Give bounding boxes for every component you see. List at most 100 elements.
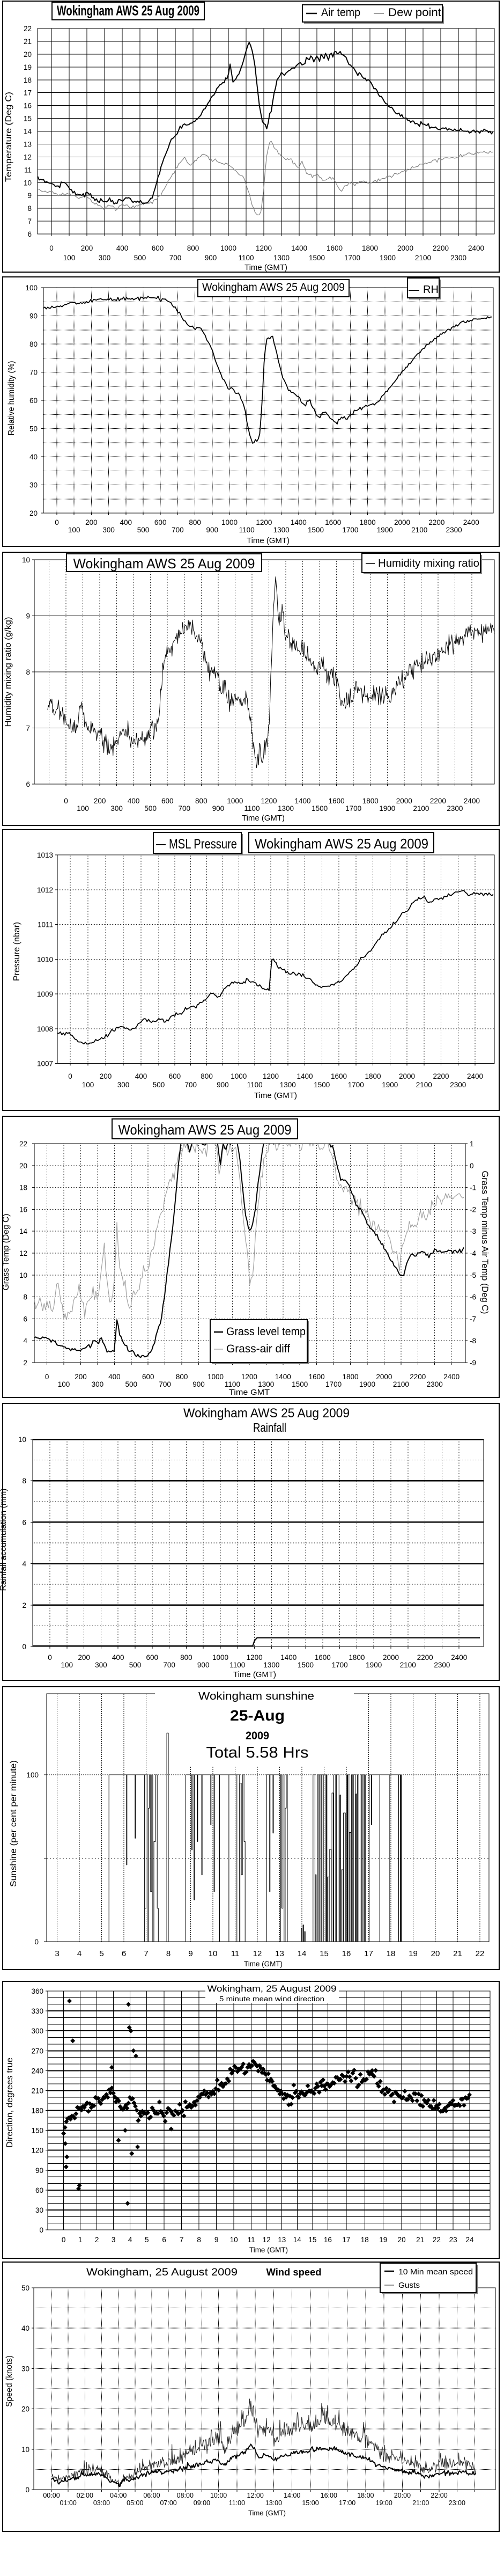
svg-text:2200: 2200 bbox=[417, 1653, 433, 1662]
svg-text:7: 7 bbox=[27, 217, 32, 225]
svg-text:1: 1 bbox=[470, 1140, 474, 1148]
svg-text:3: 3 bbox=[112, 2236, 116, 2244]
svg-text:6: 6 bbox=[26, 780, 30, 788]
svg-text:600: 600 bbox=[152, 244, 164, 252]
svg-text:18: 18 bbox=[19, 1184, 27, 1192]
svg-text:15:00: 15:00 bbox=[302, 2499, 318, 2507]
svg-text:800: 800 bbox=[201, 1072, 213, 1080]
svg-text:0: 0 bbox=[34, 1938, 39, 1946]
svg-text:1300: 1300 bbox=[280, 1081, 296, 1089]
svg-text:600: 600 bbox=[154, 518, 167, 526]
svg-text:5: 5 bbox=[99, 1949, 103, 1958]
svg-text:300: 300 bbox=[99, 254, 111, 262]
svg-text:21: 21 bbox=[416, 2236, 424, 2244]
svg-text:1700: 1700 bbox=[345, 804, 361, 813]
svg-text:8: 8 bbox=[197, 2236, 201, 2244]
svg-text:1008: 1008 bbox=[37, 1025, 53, 1033]
svg-text:1900: 1900 bbox=[382, 1081, 398, 1089]
svg-text:1600: 1600 bbox=[315, 1653, 331, 1662]
svg-text:Time (GMT): Time (GMT) bbox=[247, 536, 290, 545]
svg-text:2300: 2300 bbox=[446, 526, 462, 534]
svg-text:10: 10 bbox=[22, 556, 30, 564]
svg-text:05:00: 05:00 bbox=[127, 2499, 143, 2507]
svg-text:1900: 1900 bbox=[379, 804, 395, 813]
svg-text:-4: -4 bbox=[470, 1249, 476, 1257]
svg-text:800: 800 bbox=[180, 1653, 192, 1662]
svg-text:1400: 1400 bbox=[280, 1653, 297, 1662]
svg-text:Speed (knots): Speed (knots) bbox=[5, 2355, 14, 2407]
svg-text:17: 17 bbox=[24, 89, 32, 97]
svg-text:11: 11 bbox=[248, 2236, 255, 2244]
svg-text:18: 18 bbox=[387, 1949, 396, 1958]
svg-text:4: 4 bbox=[77, 1949, 81, 1958]
svg-text:300: 300 bbox=[92, 1380, 104, 1388]
svg-text:12: 12 bbox=[253, 1949, 262, 1958]
svg-text:0: 0 bbox=[22, 1643, 26, 1651]
svg-text:Wokingham sunshine: Wokingham sunshine bbox=[198, 1690, 314, 1702]
svg-text:Time (GMT): Time (GMT) bbox=[244, 1960, 283, 1968]
svg-text:2200: 2200 bbox=[430, 797, 446, 805]
svg-text:2: 2 bbox=[95, 2236, 99, 2244]
svg-text:09:00: 09:00 bbox=[194, 2499, 210, 2507]
svg-text:1100: 1100 bbox=[225, 1380, 240, 1388]
svg-text:16: 16 bbox=[342, 1949, 351, 1958]
svg-text:1007: 1007 bbox=[37, 1060, 53, 1068]
svg-text:700: 700 bbox=[159, 1380, 171, 1388]
svg-text:2400: 2400 bbox=[463, 518, 479, 526]
svg-text:700: 700 bbox=[172, 526, 184, 534]
svg-text:Gusts: Gusts bbox=[398, 2281, 420, 2290]
svg-text:0: 0 bbox=[49, 244, 54, 252]
svg-text:-2: -2 bbox=[470, 1205, 476, 1213]
svg-text:100: 100 bbox=[61, 1661, 73, 1669]
svg-text:1500: 1500 bbox=[312, 804, 328, 813]
svg-text:-7: -7 bbox=[470, 1315, 476, 1323]
svg-text:2200: 2200 bbox=[433, 244, 449, 252]
svg-text:330: 330 bbox=[31, 2007, 43, 2015]
svg-text:Grass-air diff: Grass-air diff bbox=[226, 1343, 290, 1355]
svg-text:100: 100 bbox=[63, 254, 76, 262]
svg-text:Sunshine (per cent per minute): Sunshine (per cent per minute) bbox=[9, 1760, 18, 1887]
svg-text:900: 900 bbox=[192, 1380, 205, 1388]
svg-text:1200: 1200 bbox=[256, 244, 272, 252]
svg-text:0: 0 bbox=[55, 518, 59, 526]
svg-text:8: 8 bbox=[166, 1949, 171, 1958]
svg-text:24: 24 bbox=[465, 2236, 474, 2244]
svg-text:13: 13 bbox=[278, 2236, 286, 2244]
svg-text:270: 270 bbox=[31, 2047, 43, 2055]
svg-text:11: 11 bbox=[231, 1949, 240, 1958]
svg-text:2100: 2100 bbox=[393, 1380, 409, 1388]
svg-text:180: 180 bbox=[31, 2107, 43, 2115]
svg-text:11: 11 bbox=[24, 166, 32, 174]
svg-text:22: 22 bbox=[24, 25, 32, 33]
svg-text:20: 20 bbox=[19, 1162, 27, 1170]
svg-text:40: 40 bbox=[29, 453, 38, 461]
svg-text:14: 14 bbox=[298, 1949, 307, 1958]
svg-text:150: 150 bbox=[31, 2127, 43, 2135]
svg-text:900: 900 bbox=[212, 804, 225, 813]
svg-text:300: 300 bbox=[102, 526, 115, 534]
svg-text:Wokingham AWS 25 Aug 2009: Wokingham AWS 25 Aug 2009 bbox=[118, 1122, 292, 1138]
svg-text:Wokingham AWS 25 Aug 2009: Wokingham AWS 25 Aug 2009 bbox=[202, 281, 345, 294]
svg-text:200: 200 bbox=[94, 797, 106, 805]
svg-text:1500: 1500 bbox=[308, 526, 324, 534]
svg-text:70: 70 bbox=[29, 369, 38, 377]
svg-text:2000: 2000 bbox=[396, 797, 412, 805]
svg-text:500: 500 bbox=[137, 526, 150, 534]
svg-text:2100: 2100 bbox=[400, 1661, 416, 1669]
svg-text:-5: -5 bbox=[470, 1271, 476, 1279]
svg-text:1: 1 bbox=[78, 2236, 83, 2244]
svg-text:Air temp: Air temp bbox=[321, 6, 360, 19]
svg-text:Direction, degrees true: Direction, degrees true bbox=[5, 2058, 14, 2148]
svg-text:7: 7 bbox=[180, 2236, 184, 2244]
svg-text:100: 100 bbox=[25, 284, 38, 292]
svg-text:1012: 1012 bbox=[37, 886, 53, 894]
svg-text:Grass level temp: Grass level temp bbox=[226, 1326, 306, 1338]
svg-text:20: 20 bbox=[21, 2405, 29, 2413]
svg-text:1011: 1011 bbox=[38, 921, 53, 929]
svg-text:1300: 1300 bbox=[258, 1380, 274, 1388]
svg-text:1300: 1300 bbox=[263, 1661, 279, 1669]
svg-text:1800: 1800 bbox=[365, 1072, 381, 1080]
svg-text:1000: 1000 bbox=[212, 1653, 228, 1662]
svg-text:12: 12 bbox=[19, 1249, 27, 1257]
svg-text:50: 50 bbox=[21, 2284, 29, 2292]
